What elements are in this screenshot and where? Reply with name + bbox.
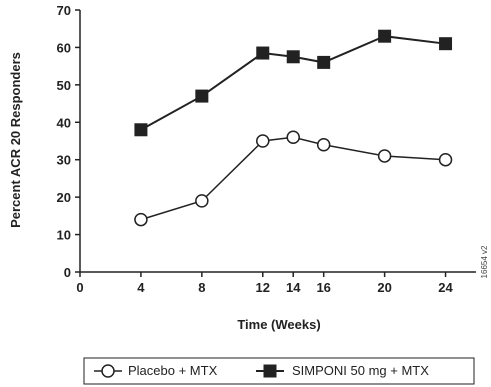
- placebo-point: [286, 130, 300, 145]
- placebo-point: [438, 152, 453, 167]
- placebo-point: [316, 137, 331, 152]
- legend: Placebo + MTX SIMPONI 50 mg + MTX: [83, 357, 475, 385]
- y-axis-label: Percent ACR 20 Responders: [8, 52, 23, 228]
- placebo-point: [256, 134, 270, 148]
- x-tick-label: 4: [137, 280, 145, 295]
- legend-label-placebo: Placebo + MTX: [128, 363, 218, 378]
- series-layer: [134, 29, 453, 227]
- y-tick-label: 10: [57, 228, 71, 243]
- simponi-point: [286, 50, 300, 64]
- y-tick-label: 20: [57, 190, 71, 205]
- y-tick-label: 0: [64, 265, 71, 280]
- simponi-point: [439, 37, 453, 51]
- simponi-point: [195, 89, 209, 103]
- simponi-point: [317, 55, 331, 69]
- simponi-point: [134, 123, 148, 137]
- placebo-point: [377, 149, 392, 163]
- y-tick-label: 50: [57, 78, 71, 93]
- legend-marker-simponi: [263, 364, 277, 378]
- x-tick-label: 12: [256, 280, 270, 295]
- y-tick-label: 60: [57, 40, 71, 55]
- y-tick-label: 70: [57, 3, 71, 18]
- placebo-point: [195, 194, 209, 208]
- y-tick-label: 40: [57, 115, 71, 130]
- placebo-point: [134, 212, 148, 227]
- tick-group: 0 10 20 30 40 50 60 70 0 4 8 12 14 16 20 24: [57, 3, 454, 295]
- legend-label-simponi: SIMPONI 50 mg + MTX: [292, 363, 429, 378]
- x-tick-label: 14: [286, 280, 301, 295]
- x-tick-label: 8: [198, 280, 205, 295]
- legend-marker-placebo: [101, 364, 115, 378]
- series-line-placebo: [140, 136, 446, 221]
- series-line-simponi: [140, 35, 446, 131]
- x-tick-label: 20: [377, 280, 391, 295]
- x-tick-label: 24: [438, 280, 453, 295]
- x-axis-label: Time (Weeks): [237, 317, 320, 332]
- simponi-point: [256, 46, 270, 60]
- axes: [79, 10, 476, 273]
- figure-id-note: 16654 v2: [480, 245, 489, 278]
- x-tick-label: 16: [316, 280, 330, 295]
- simponi-point: [378, 29, 392, 43]
- y-tick-label: 30: [57, 153, 71, 168]
- x-tick-label: 0: [76, 280, 83, 295]
